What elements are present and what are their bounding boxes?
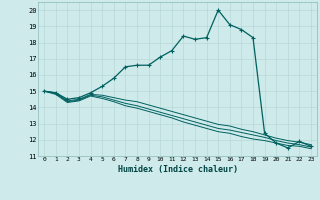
X-axis label: Humidex (Indice chaleur): Humidex (Indice chaleur) (118, 165, 238, 174)
